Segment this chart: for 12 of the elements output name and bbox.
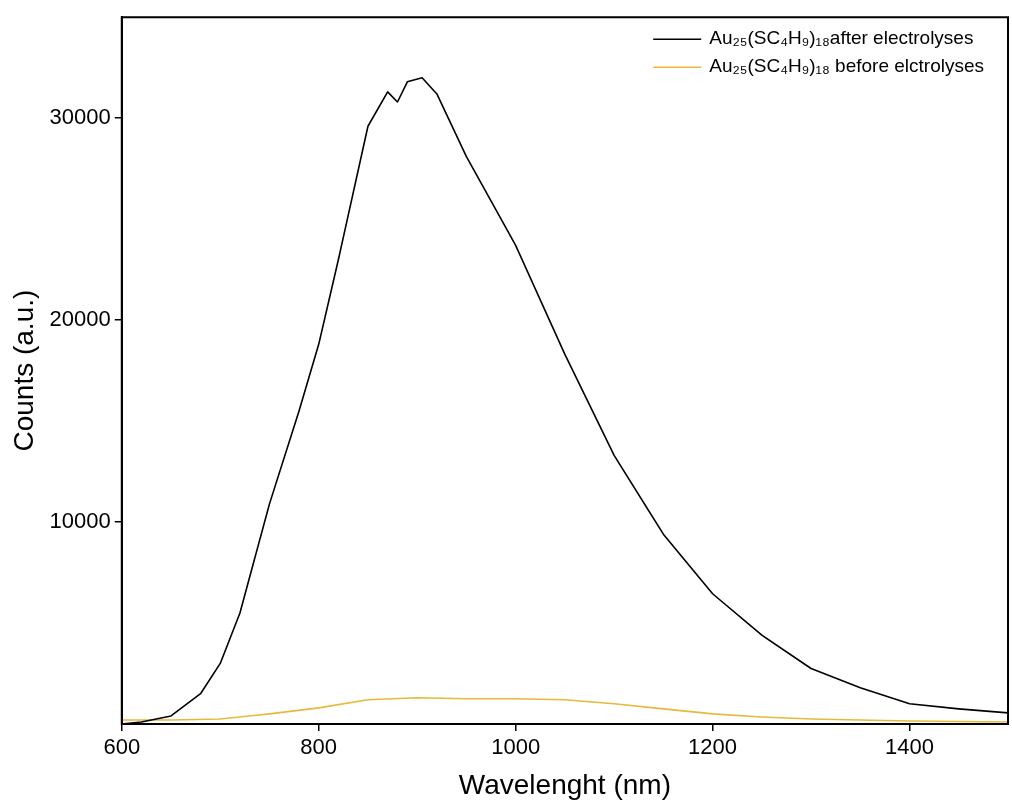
x-axis-title: Wavelenght (nm): [458, 768, 671, 800]
y-axis-title: Counts (a.u.): [7, 289, 39, 452]
x-tick-label: 1400: [885, 734, 935, 760]
x-tick-label: 800: [300, 734, 338, 760]
y-tick-label: 20000: [49, 306, 111, 332]
legend-label: Au₂₅(SC₄H₉)₁₈ before elctrolyses: [709, 55, 984, 77]
x-tick-label: 600: [103, 734, 141, 760]
x-tick-label: 1200: [688, 734, 738, 760]
y-tick-label: 10000: [49, 508, 111, 534]
legend-label: Au₂₅(SC₄H₉)₁₈after electrolyses: [709, 27, 974, 49]
y-tick-label: 30000: [49, 104, 111, 130]
x-tick-label: 1000: [491, 734, 541, 760]
